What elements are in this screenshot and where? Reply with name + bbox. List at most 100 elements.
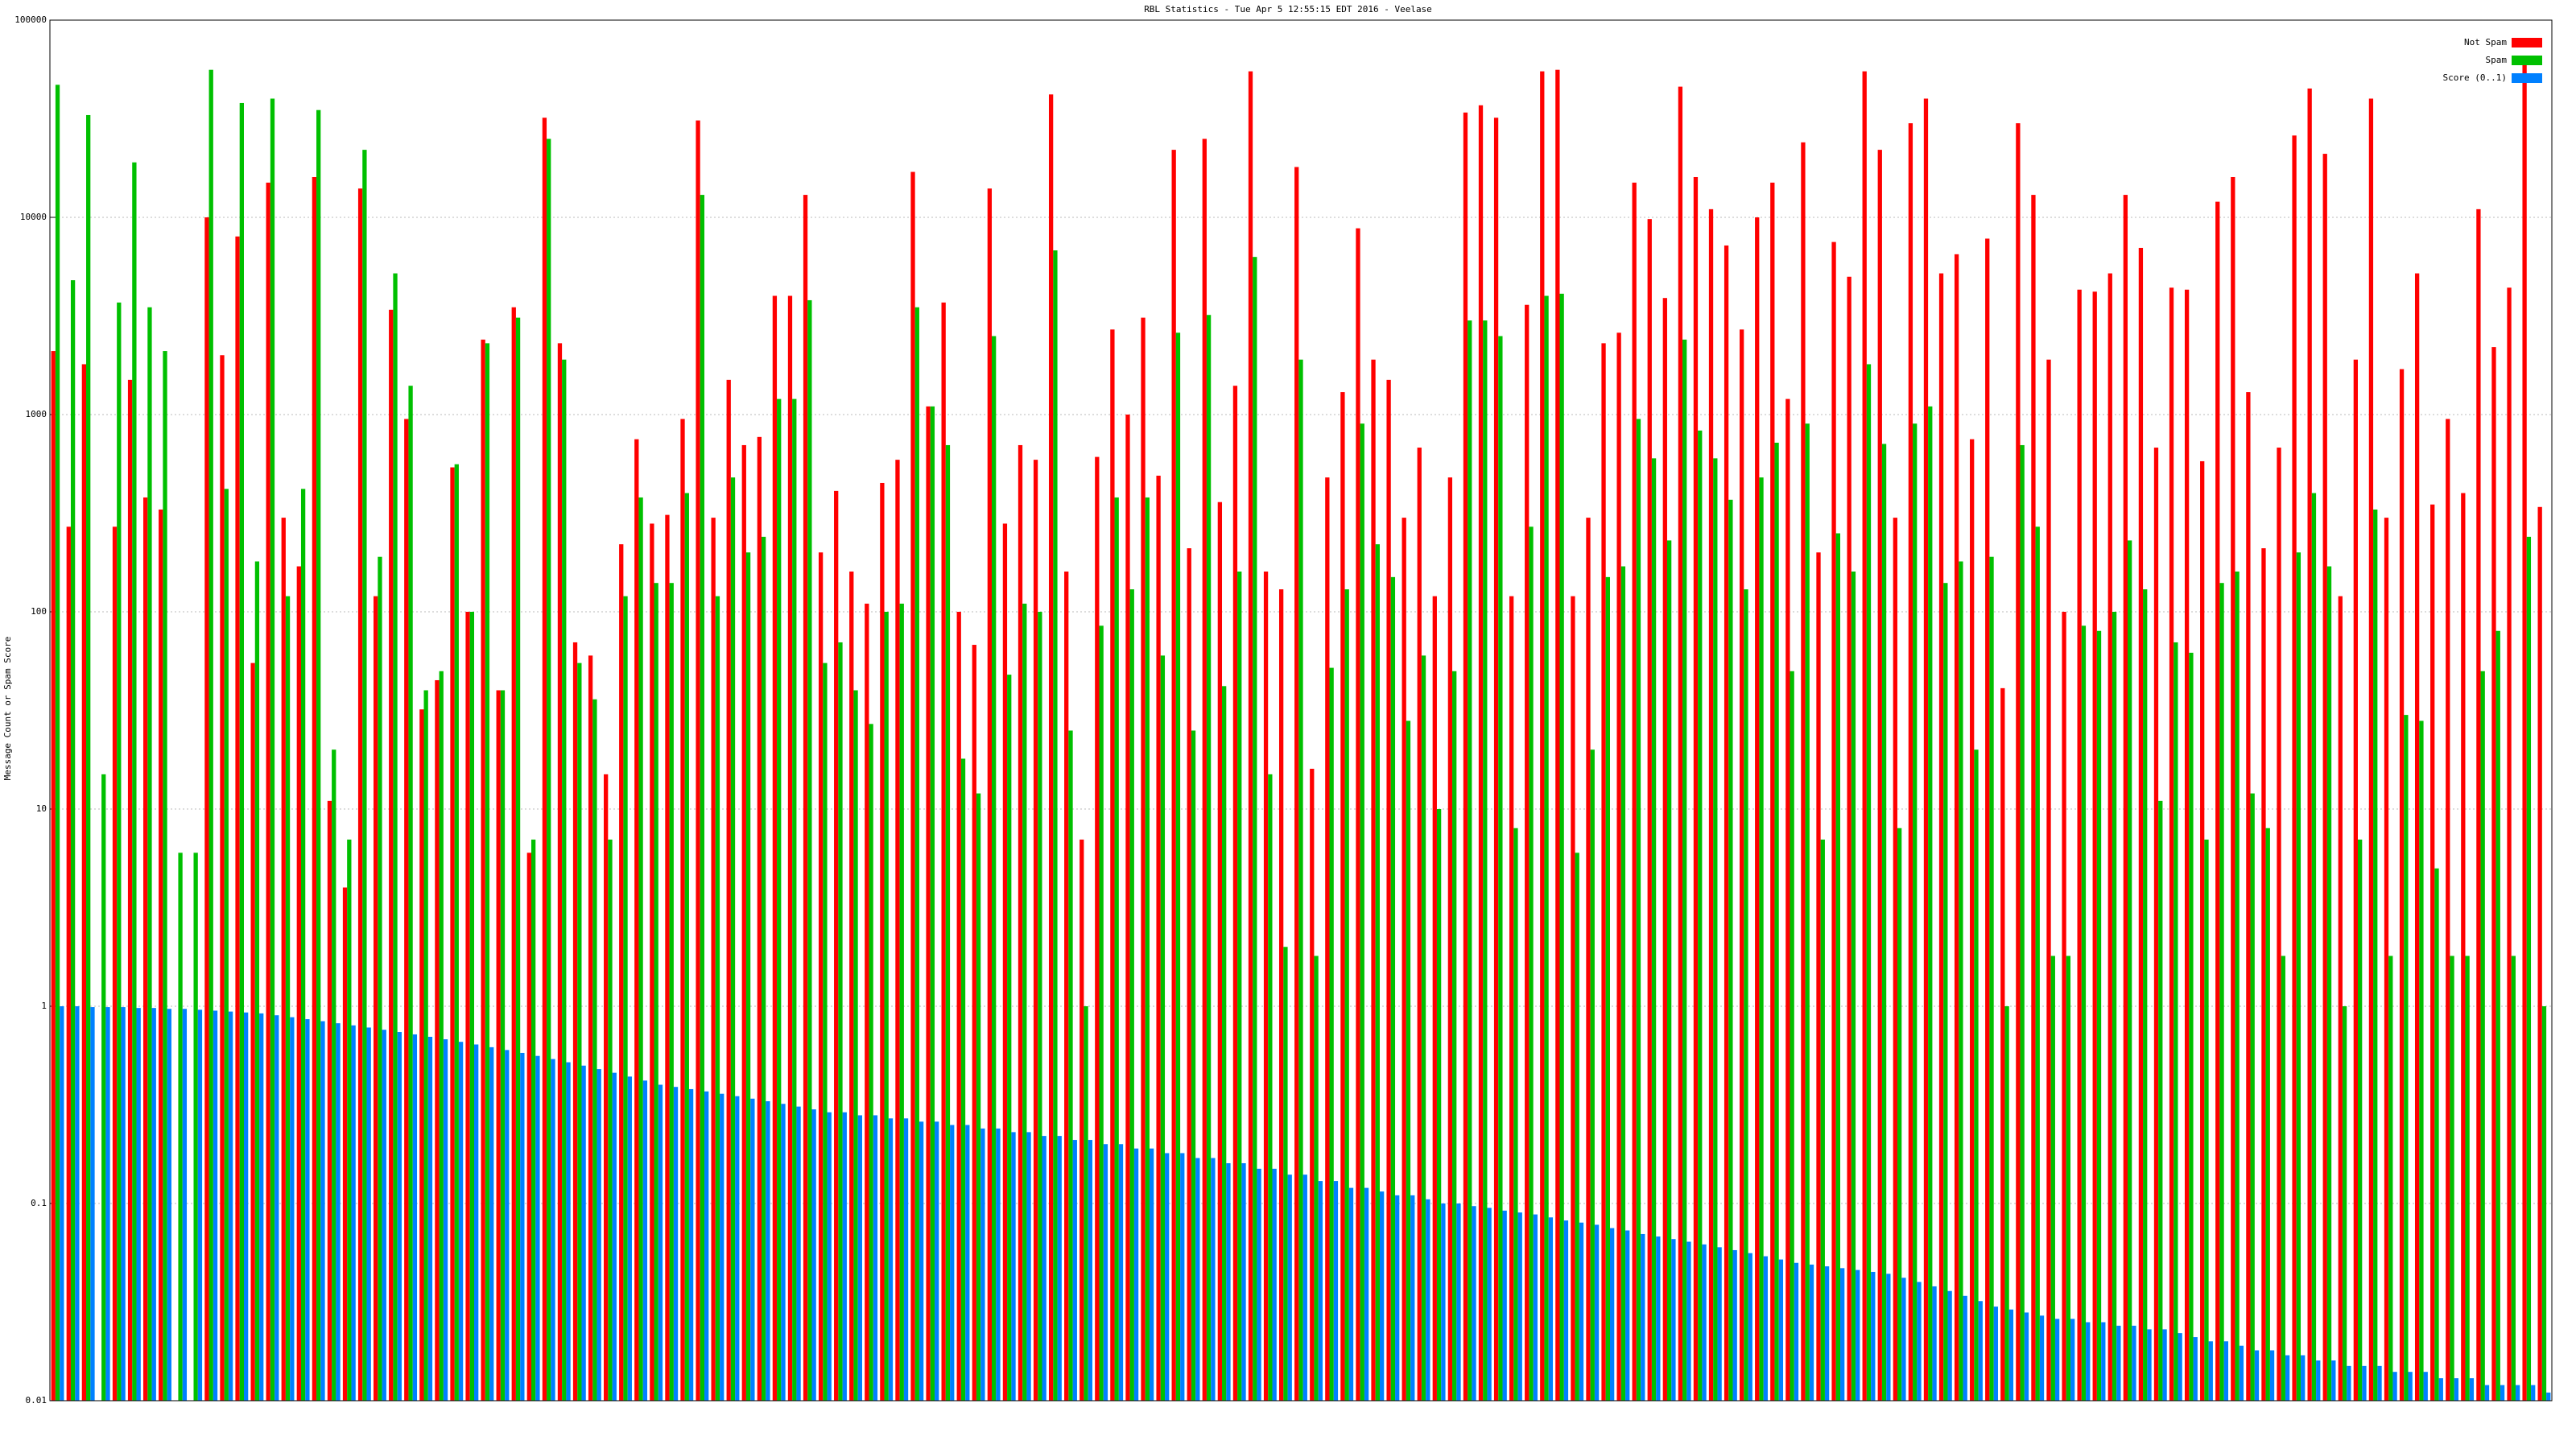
legend-swatch xyxy=(2512,73,2542,83)
bar xyxy=(1636,419,1641,1401)
bar xyxy=(439,671,444,1401)
bar xyxy=(941,302,946,1402)
bar xyxy=(1360,423,1364,1401)
bar xyxy=(2107,273,2112,1401)
bar xyxy=(70,280,76,1401)
bar xyxy=(2404,715,2409,1401)
y-tick-label: 0.1 xyxy=(31,1198,47,1208)
bar xyxy=(2158,800,2163,1401)
bar xyxy=(1386,379,1391,1401)
plot-frame xyxy=(49,19,2553,1402)
bar xyxy=(1656,1236,1661,1401)
bar xyxy=(1943,583,1948,1401)
bar xyxy=(592,699,597,1401)
bar xyxy=(2469,1378,2475,1401)
bar xyxy=(1314,956,1319,1401)
bar xyxy=(1072,1140,1077,1401)
bar xyxy=(2039,1315,2045,1401)
bar xyxy=(1294,167,1299,1401)
bar xyxy=(505,1050,510,1401)
bar xyxy=(1103,1144,1108,1401)
bar xyxy=(2480,671,2485,1401)
bar xyxy=(880,482,885,1402)
bar xyxy=(2162,1329,2167,1401)
bar xyxy=(305,1019,310,1401)
bar xyxy=(2461,493,2466,1401)
bar xyxy=(2200,460,2205,1401)
bar xyxy=(1110,329,1115,1401)
bar xyxy=(823,663,828,1401)
bar xyxy=(1356,228,1360,1401)
bar xyxy=(259,1013,264,1401)
bar xyxy=(1671,1239,1676,1401)
bar xyxy=(1456,1203,1461,1401)
bar xyxy=(1708,208,1714,1402)
bar xyxy=(408,386,413,1402)
bar xyxy=(987,188,993,1402)
bar xyxy=(945,444,951,1402)
bar xyxy=(300,489,306,1401)
bar xyxy=(2316,1360,2321,1401)
bar xyxy=(1410,1195,1415,1401)
bar xyxy=(557,343,563,1401)
bar xyxy=(1609,1228,1615,1401)
bar xyxy=(2531,1385,2536,1401)
bar xyxy=(1856,1269,1860,1401)
bar xyxy=(458,1042,464,1401)
bar xyxy=(423,690,428,1401)
bar xyxy=(715,596,720,1401)
bar xyxy=(1452,671,1457,1401)
bar xyxy=(2423,1372,2428,1401)
bar xyxy=(51,351,56,1401)
bar xyxy=(1268,774,1273,1401)
bar xyxy=(250,663,255,1401)
bar xyxy=(2008,1309,2014,1401)
bar xyxy=(1187,548,1191,1401)
bar xyxy=(1555,69,1560,1401)
bar xyxy=(1018,444,1023,1402)
bar xyxy=(1993,1307,1998,1401)
bar xyxy=(1232,386,1238,1402)
bar xyxy=(60,1006,64,1401)
bar xyxy=(669,583,674,1401)
bar xyxy=(1917,1282,1922,1401)
bar xyxy=(1632,182,1637,1401)
bar xyxy=(1149,1148,1154,1401)
bar xyxy=(412,1034,418,1401)
bar xyxy=(2101,1322,2106,1401)
bar xyxy=(2239,1345,2244,1401)
bar xyxy=(926,406,931,1402)
bar xyxy=(2301,1355,2306,1401)
chart-title: RBL Statistics - Tue Apr 5 12:55:15 EDT … xyxy=(1144,4,1432,14)
bar xyxy=(1042,1136,1046,1401)
bar xyxy=(1406,720,1411,1401)
bar xyxy=(419,709,424,1401)
bar xyxy=(450,467,455,1402)
bar xyxy=(1563,1220,1569,1401)
bar xyxy=(2189,652,2194,1401)
bar xyxy=(1348,1187,1354,1401)
bar xyxy=(1590,749,1595,1401)
bar xyxy=(2511,956,2516,1401)
bar xyxy=(1390,576,1396,1401)
bar xyxy=(389,309,394,1402)
bar xyxy=(1641,1233,1645,1401)
bar xyxy=(2526,536,2532,1401)
bar xyxy=(950,1125,955,1401)
bar xyxy=(167,1009,171,1401)
bar xyxy=(81,364,87,1401)
bar xyxy=(658,1084,663,1401)
bar xyxy=(366,1027,371,1401)
bar xyxy=(1487,1208,1492,1401)
bar xyxy=(551,1059,555,1401)
bar xyxy=(1866,364,1872,1401)
bar xyxy=(838,642,843,1401)
bar xyxy=(2331,1360,2336,1401)
bar xyxy=(1928,406,1933,1402)
bar xyxy=(735,1096,740,1401)
bar xyxy=(642,1080,648,1401)
bar xyxy=(357,188,363,1402)
bar xyxy=(1165,1153,1170,1401)
bar xyxy=(1513,828,1518,1401)
